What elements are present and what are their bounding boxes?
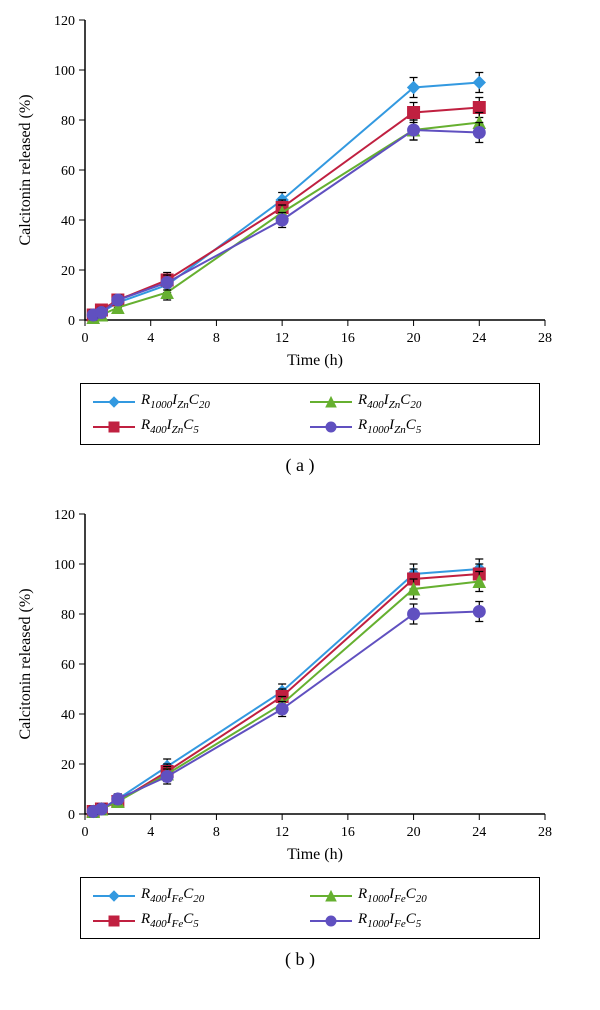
legend-label: R400IFeC20 (141, 886, 204, 905)
legend-label: R400IZnC5 (141, 417, 199, 436)
svg-text:16: 16 (341, 331, 355, 346)
legend-label: R1000IZnC20 (141, 392, 210, 411)
svg-text:Calcitonin released (%): Calcitonin released (%) (17, 588, 34, 739)
legend-item: R400IZnC5 (93, 417, 310, 436)
svg-text:Calcitonin released (%): Calcitonin released (%) (17, 94, 34, 245)
svg-text:0: 0 (68, 808, 75, 823)
svg-text:120: 120 (54, 508, 75, 523)
legend-label: R400IFeC5 (141, 911, 199, 930)
panel-a-svg: 0 4 8 12 16 20 24 28 0 20 40 60 80 100 120 Time (h) Calc… (0, 0, 600, 375)
svg-text:4: 4 (147, 825, 154, 840)
svg-text:12: 12 (275, 825, 289, 840)
svg-text:20: 20 (407, 331, 421, 346)
svg-text:40: 40 (61, 214, 75, 229)
svg-text:100: 100 (54, 64, 75, 79)
legend-label: R1000IFeC5 (358, 911, 421, 930)
legend-item: R400IZnC20 (310, 392, 527, 411)
figure: 0481216202428020406080100120Time (h)Calc… (0, 0, 600, 970)
svg-text:8: 8 (213, 825, 220, 840)
panel-a: 0 4 8 12 16 20 24 28 0 20 40 60 80 100 120 Time (h) Calc… (0, 0, 600, 476)
svg-text:12: 12 (275, 331, 289, 346)
svg-text:Time (h): Time (h) (287, 352, 343, 369)
svg-text:100: 100 (54, 558, 75, 573)
legend-item: R400IFeC5 (93, 911, 310, 930)
panel-b-label: ( b ) (0, 949, 600, 970)
panel-a-plot: 0 4 8 12 16 20 24 28 0 20 40 60 80 100 120 Time (h) Calc… (0, 0, 600, 375)
svg-text:20: 20 (407, 825, 421, 840)
panel-a-legend: R1000IZnC20 R400IZnC5 R400IZnC20 R1000IZnC5 (80, 383, 540, 445)
legend-item: R1000IZnC20 (93, 392, 310, 411)
legend-label: R1000IZnC5 (358, 417, 421, 436)
legend-item: R1000IZnC5 (310, 417, 527, 436)
panel-b-svg: 0 4 8 12 16 20 24 28 0 20 40 60 80 100 120 Time (h) Calc… (0, 494, 600, 869)
legend-label: R1000IFeC20 (358, 886, 427, 905)
svg-text:60: 60 (61, 164, 75, 179)
panel-b-legend: R400IFeC20 R400IFeC5 R1000IFeC20 R1000IFeC5 (80, 877, 540, 939)
svg-text:Time (h): Time (h) (287, 846, 343, 863)
svg-text:20: 20 (61, 264, 75, 279)
legend-label: R400IZnC20 (358, 392, 421, 411)
svg-text:40: 40 (61, 708, 75, 723)
svg-text:24: 24 (472, 331, 486, 346)
svg-text:60: 60 (61, 658, 75, 673)
panel-a-label: ( a ) (0, 455, 600, 476)
svg-text:8: 8 (213, 331, 220, 346)
svg-text:28: 28 (538, 331, 552, 346)
svg-text:24: 24 (472, 825, 486, 840)
svg-text:0: 0 (68, 314, 75, 329)
svg-text:80: 80 (61, 114, 75, 129)
svg-text:4: 4 (147, 331, 154, 346)
svg-text:80: 80 (61, 608, 75, 623)
svg-text:120: 120 (54, 14, 75, 29)
svg-text:28: 28 (538, 825, 552, 840)
svg-text:20: 20 (61, 758, 75, 773)
legend-item: R1000IFeC20 (310, 886, 527, 905)
svg-text:16: 16 (341, 825, 355, 840)
svg-text:0: 0 (82, 825, 89, 840)
legend-item: R1000IFeC5 (310, 911, 527, 930)
panel-b: 0 4 8 12 16 20 24 28 0 20 40 60 80 100 120 Time (h) Calc… (0, 494, 600, 970)
svg-text:0: 0 (82, 331, 89, 346)
legend-item: R400IFeC20 (93, 886, 310, 905)
panel-b-plot: 0 4 8 12 16 20 24 28 0 20 40 60 80 100 120 Time (h) Calc… (0, 494, 600, 869)
